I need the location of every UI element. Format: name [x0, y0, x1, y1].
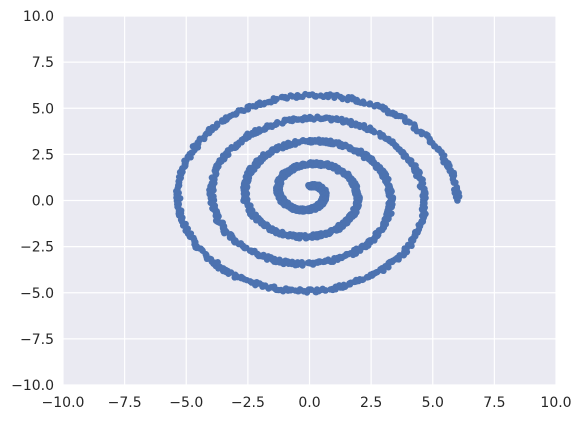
data-point	[312, 92, 320, 100]
x-axis-ticks: −10.0 −7.5 −5.0 −2.5 0.0 2.5 5.0 7.5 10.0	[42, 395, 572, 411]
x-tick-label: 0.0	[298, 395, 320, 411]
data-point	[323, 114, 330, 121]
data-point	[273, 95, 280, 103]
data-point	[244, 130, 251, 137]
data-point	[213, 120, 221, 127]
y-axis-ticks: 10.0 7.5 5.0 2.5 0.0 −2.5 −5.0 −7.5 −10.0	[11, 9, 54, 394]
data-point	[304, 259, 312, 267]
y-tick-label: −10.0	[11, 378, 54, 394]
x-tick-label: −5.0	[169, 395, 203, 411]
data-point	[361, 100, 368, 107]
y-tick-label: −5.0	[20, 286, 54, 302]
x-tick-label: −10.0	[42, 395, 85, 411]
y-tick-label: 2.5	[32, 147, 54, 163]
data-point	[274, 118, 281, 126]
data-point	[371, 128, 378, 136]
data-point	[333, 116, 340, 123]
y-tick-label: −7.5	[20, 332, 54, 348]
x-tick-label: 7.5	[483, 395, 505, 411]
y-tick-label: 10.0	[23, 9, 54, 25]
x-tick-label: 5.0	[422, 395, 444, 411]
y-tick-label: 5.0	[32, 101, 54, 117]
x-tick-label: −2.5	[231, 395, 265, 411]
x-tick-label: 10.0	[540, 395, 571, 411]
data-point	[454, 197, 461, 204]
data-point	[366, 101, 373, 108]
data-point	[337, 284, 344, 291]
y-tick-label: 0.0	[32, 194, 54, 210]
x-tick-label: 2.5	[360, 395, 382, 411]
y-tick-label: 7.5	[32, 55, 54, 71]
x-tick-label: −7.5	[108, 395, 142, 411]
data-point	[281, 116, 288, 124]
grid	[62, 15, 557, 386]
y-tick-label: −2.5	[20, 240, 54, 256]
spiral-series	[173, 90, 463, 296]
